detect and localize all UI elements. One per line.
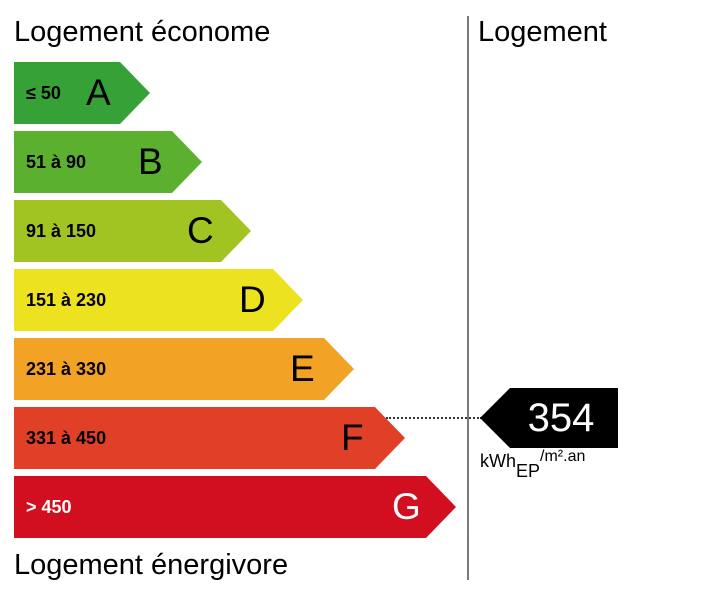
- energy-class-arrow: [14, 269, 303, 331]
- energy-class-range: > 450: [26, 497, 72, 517]
- energy-class-letter: B: [138, 141, 163, 182]
- unit-subscript: EP: [516, 461, 541, 481]
- energy-class-g: > 450 G: [14, 476, 456, 538]
- energy-class-letter: G: [392, 486, 421, 527]
- energy-intensive-label: Logement énergivore: [14, 549, 289, 581]
- energy-class-e: 231 à 330 E: [14, 338, 354, 400]
- energy-class-range: 331 à 450: [26, 428, 107, 448]
- energy-class-b: 51 à 90 B: [14, 131, 202, 193]
- unit-suffix: /m².an: [540, 448, 586, 465]
- energy-class-d: 151 à 230 D: [14, 269, 303, 331]
- energy-class-arrow: [14, 62, 150, 124]
- value-tag-shape: [480, 388, 618, 448]
- energy-class-range: ≤ 50: [26, 83, 61, 103]
- energy-class-letter: E: [290, 348, 315, 389]
- energy-class-arrow: [14, 407, 405, 469]
- energy-class-arrow: [14, 131, 202, 193]
- energy-value: 354: [527, 396, 595, 440]
- energy-class-letter: D: [239, 279, 266, 320]
- energy-class-c: 91 à 150 C: [14, 200, 251, 262]
- energy-class-arrow: [14, 200, 251, 262]
- energy-class-range: 231 à 330: [26, 359, 107, 379]
- energy-class-range: 91 à 150: [26, 221, 97, 241]
- housing-label: Logement: [478, 16, 607, 48]
- energy-class-f: 331 à 450 F: [14, 407, 405, 469]
- energy-value-tag: 354: [480, 388, 618, 448]
- energy-class-arrow: [14, 476, 456, 538]
- energy-class-a: ≤ 50 A: [14, 62, 150, 124]
- energy-class-arrow: [14, 338, 354, 400]
- unit-main: kWh: [480, 451, 516, 471]
- energy-class-letter: F: [341, 417, 364, 458]
- energy-class-range: 51 à 90: [26, 152, 87, 172]
- energy-class-range: 151 à 230: [26, 290, 107, 310]
- energy-class-letter: C: [187, 210, 214, 251]
- economical-label: Logement économe: [14, 16, 271, 48]
- divider: [467, 16, 469, 580]
- energy-unit: kWhEP/m².an: [480, 448, 585, 482]
- indicator-leader-line: [386, 417, 482, 419]
- energy-class-letter: A: [86, 72, 111, 113]
